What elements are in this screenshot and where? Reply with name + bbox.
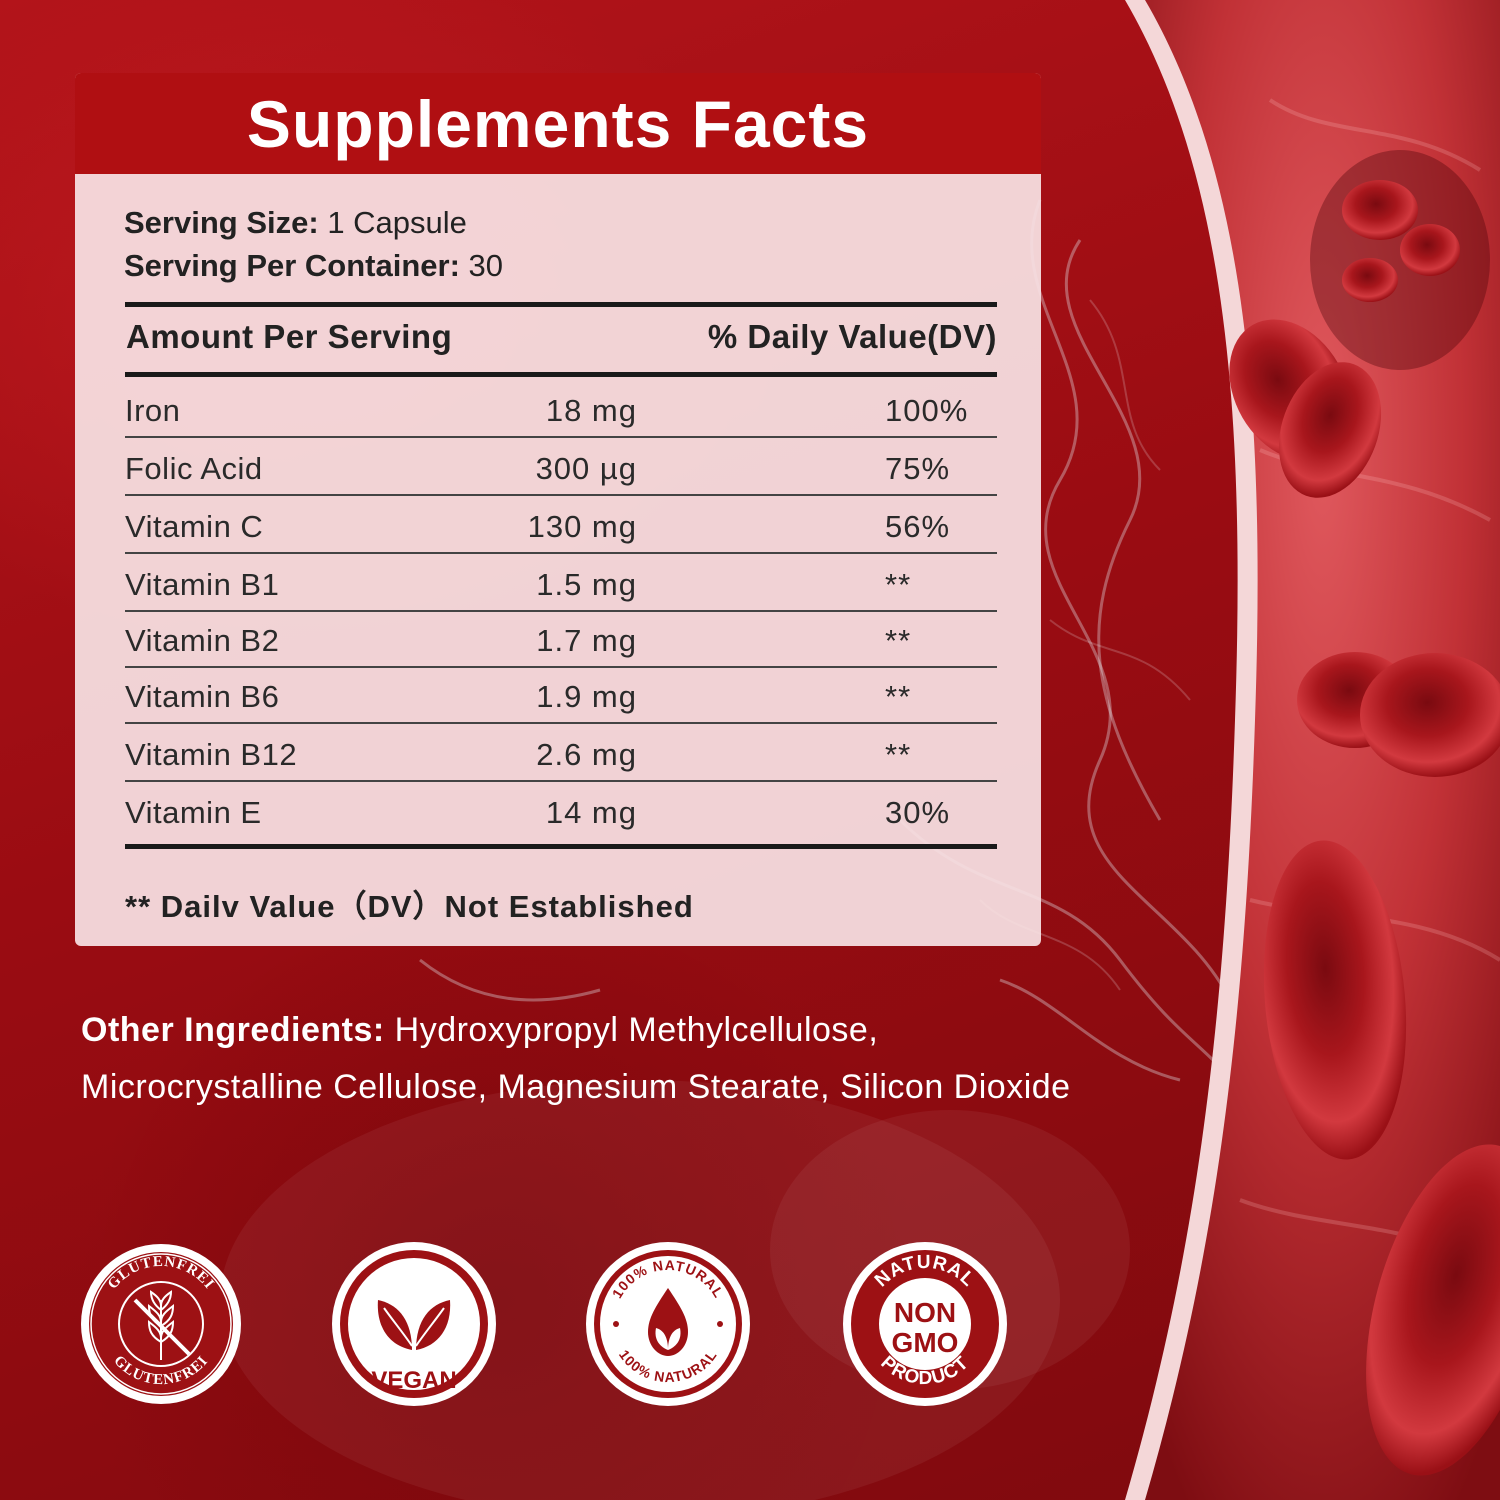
nutrient-dv: ** [885, 567, 912, 602]
supplement-facts-panel: Supplements Facts Serving Size: 1 Capsul… [75, 73, 1041, 946]
other-ingredients-label: Other Ingredients: [81, 1011, 385, 1049]
panel-title: Supplements Facts [75, 73, 1041, 174]
nutrient-dv: ** [885, 623, 912, 658]
nutrient-name: Vitamin B2 [125, 623, 280, 658]
nutrient-amount: 1.5 mg [536, 567, 637, 602]
nutrient-amount: 300 µg [535, 451, 637, 486]
nutrient-row: Vitamin B2 1.7 mg ** [125, 609, 997, 668]
strike-through-icon [133, 1298, 191, 1356]
natural-badge: 100% NATURAL 100% NATURAL [586, 1242, 750, 1406]
nutrient-amount: 1.7 mg [536, 623, 637, 658]
nutrient-name: Vitamin B6 [125, 679, 280, 714]
drop-leaf-icon [648, 1288, 688, 1356]
wheat-icon [147, 1290, 175, 1360]
servings-per-container-line: Serving Per Container: 30 [124, 244, 503, 287]
thick-divider [125, 372, 997, 377]
thick-divider [125, 302, 997, 307]
other-ingredients: Other Ingredients: Hydroxypropyl Methylc… [81, 1002, 1071, 1116]
nutrient-amount: 2.6 mg [536, 737, 637, 772]
nutrient-row: Folic Acid 300 µg 75% [125, 437, 997, 496]
nongmo-line2: GMO [892, 1327, 959, 1358]
nutrient-row: Iron 18 mg 100% [125, 379, 997, 438]
non-gmo-badge: NATURAL PRODUCT NON GMO [843, 1242, 1007, 1406]
nutrient-amount: 18 mg [545, 393, 637, 428]
nutrient-amount: 130 mg [527, 509, 637, 544]
serving-size-value: 1 Capsule [327, 205, 467, 240]
servings-value: 30 [468, 248, 504, 283]
other-ingredients-text: Hydroxypropyl Methylcellulose, Microcrys… [81, 1011, 1071, 1106]
nutrient-name: Vitamin B1 [125, 567, 280, 602]
amount-per-serving-header: Amount Per Serving [126, 318, 453, 355]
nutrient-dv: ** [885, 737, 912, 772]
nutrient-name: Vitamin C [125, 509, 264, 544]
nutrient-row: Vitamin C 130 mg 56% [125, 495, 997, 554]
nutrient-dv: 56% [885, 509, 951, 544]
nutrient-name: Iron [125, 393, 181, 428]
nutrient-dv: ** [885, 679, 912, 714]
nongmo-line1: NON [894, 1297, 956, 1328]
nutrient-name: Vitamin B12 [125, 737, 298, 772]
nutrient-amount: 1.9 mg [536, 679, 637, 714]
nutrient-row: Vitamin B6 1.9 mg ** [125, 665, 997, 724]
serving-size-line: Serving Size: 1 Capsule [124, 201, 503, 244]
dv-footnote: ** Dailv Value（DV）Not Established [125, 889, 694, 924]
nutrient-dv: 30% [885, 795, 951, 830]
nutrient-name: Folic Acid [125, 451, 263, 486]
nutrient-dv: 75% [885, 451, 951, 486]
vegan-badge: VEGAN [332, 1242, 496, 1406]
servings-label: Serving Per Container: [124, 248, 460, 283]
nutrient-amount: 14 mg [545, 795, 637, 830]
nutrient-row: Vitamin B12 2.6 mg ** [125, 723, 997, 782]
daily-value-header: % Daily Value(DV) [707, 318, 997, 355]
nutrient-row: Vitamin E 14 mg 30% [125, 781, 997, 838]
nutrient-row: Vitamin B1 1.5 mg ** [125, 553, 997, 612]
serving-size-label: Serving Size: [124, 205, 319, 240]
thick-divider [125, 844, 997, 849]
nutrient-name: Vitamin E [125, 795, 262, 830]
nutrient-dv: 100% [885, 393, 969, 428]
leaf-icon [377, 1300, 451, 1350]
vegan-label: VEGAN [371, 1367, 456, 1394]
gluten-free-badge: GLUTENFREI GLUTENFREI [81, 1244, 241, 1404]
serving-info: Serving Size: 1 Capsule Serving Per Cont… [124, 201, 503, 287]
